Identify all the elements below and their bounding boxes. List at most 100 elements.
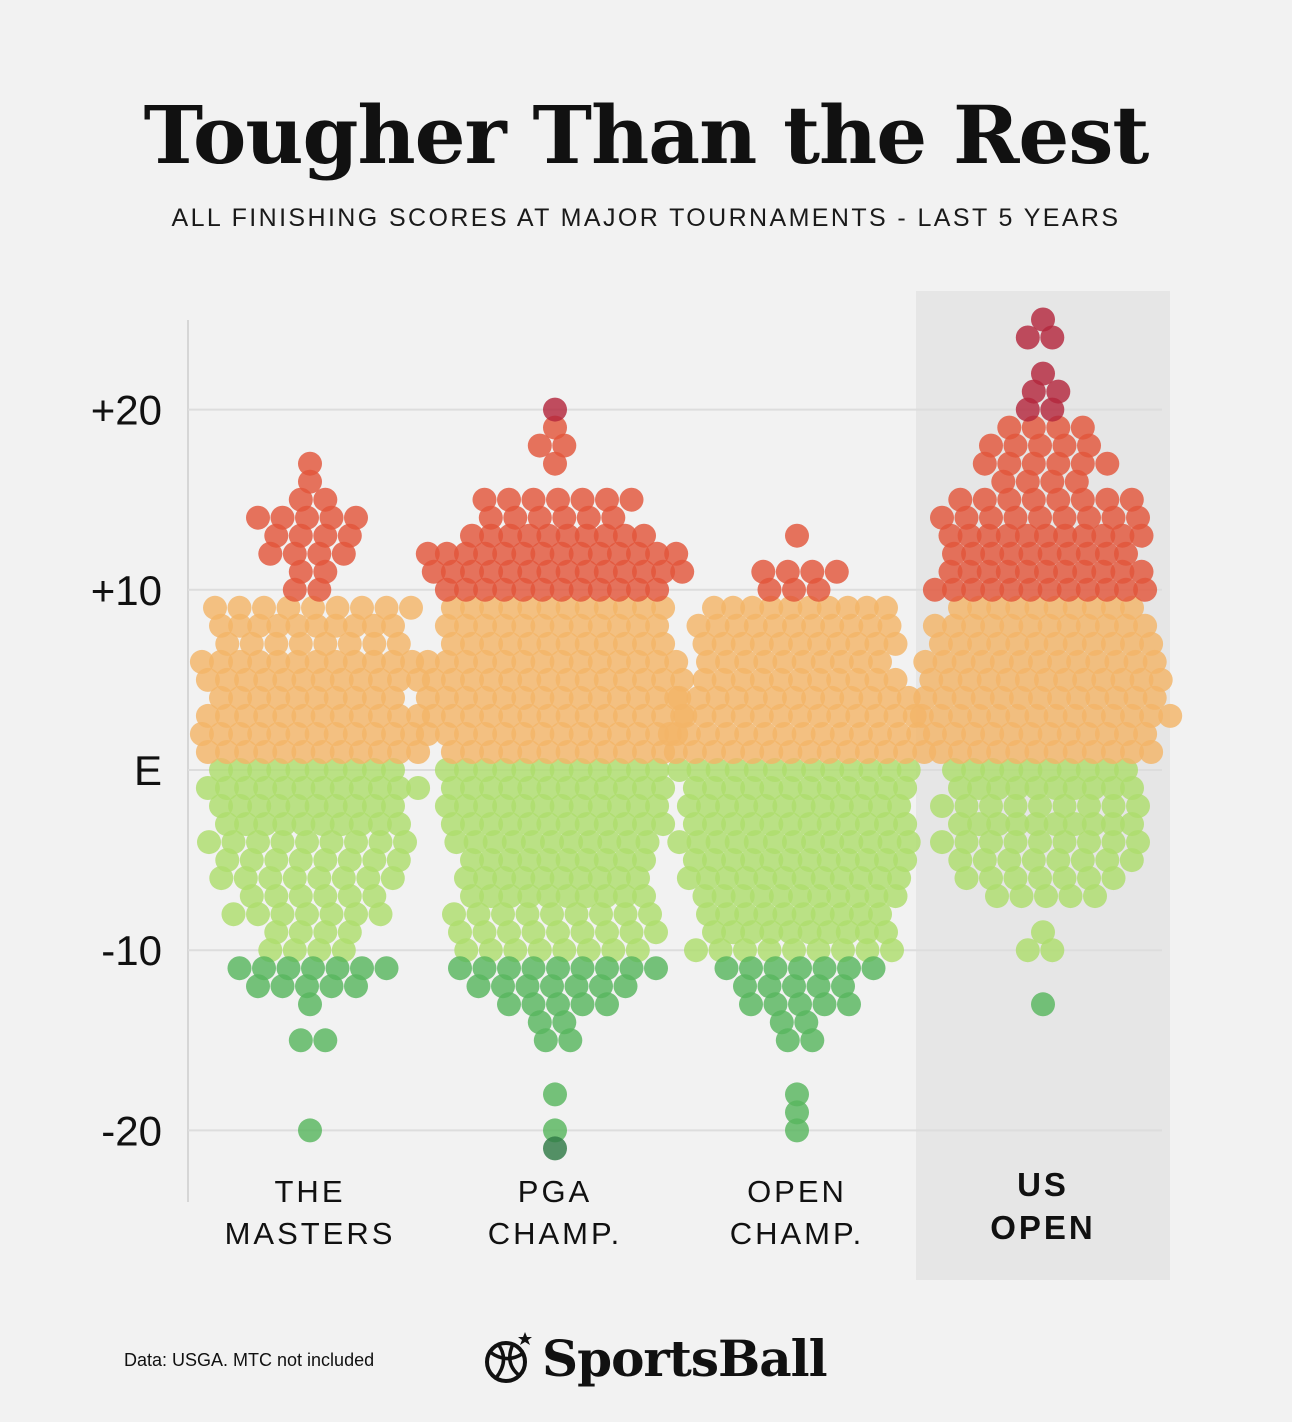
score-dot [521,992,546,1017]
score-dot [247,794,272,818]
score-dot [552,505,577,530]
score-dot [705,830,730,855]
score-dot [381,722,405,746]
score-dot [587,794,612,818]
score-dot [1062,776,1087,800]
score-dot [1028,505,1052,530]
score-dot [568,722,593,746]
score-dot [1037,541,1062,566]
score-dot [930,830,954,855]
score-dot [730,667,755,692]
score-dot [558,1028,583,1053]
score-dot [829,722,854,746]
score-dot [864,667,889,692]
score-dot [928,631,953,656]
score-dot [922,722,947,746]
score-dot [587,541,612,566]
score-dot [826,667,851,692]
score-dot [239,631,264,656]
score-dot [788,631,812,656]
score-dot [270,830,295,855]
score-dot [415,722,440,746]
score-dot [266,613,291,638]
score-dot [1075,577,1100,602]
score-dot [215,631,240,656]
score-dot [576,505,601,530]
score-dot [800,559,825,584]
score-dot [696,794,720,818]
score-dot [285,649,310,674]
score-dot [323,722,348,746]
y-tick-label: -10 [101,927,162,974]
score-dot [472,487,497,512]
score-dot [785,523,809,548]
score-dot [559,830,584,855]
score-dot [498,884,523,909]
score-dot [801,830,826,855]
score-dot [957,523,982,548]
data-source-note: Data: USGA. MTC not included [124,1350,375,1370]
score-dot [806,577,831,602]
score-dot [288,523,313,548]
score-dot [942,722,966,746]
score-dot [635,830,660,855]
score-dot [337,523,362,548]
score-dot [1101,866,1126,891]
score-dot [1058,884,1083,909]
score-dot [972,451,997,476]
score-dot [829,866,854,891]
score-dot [788,992,812,1017]
score-dot [549,541,574,566]
score-dot [295,505,319,530]
score-dot [348,812,373,837]
score-dot [1005,776,1030,800]
score-dot [479,631,504,656]
score-dot [1085,649,1110,674]
score-dot [362,884,387,909]
score-dot [976,559,1001,584]
score-dot [909,703,934,728]
score-dot [552,938,577,963]
score-dot [282,541,307,566]
score-dot [568,794,593,818]
score-dot [511,722,536,746]
score-dot [209,649,233,674]
score-dot [1075,722,1100,746]
score-dot [868,794,892,818]
score-dot [938,523,963,548]
score-dot [1110,559,1135,584]
series-group [415,397,695,1161]
score-dot [368,902,393,927]
brand-logo[interactable]: SportsBall [480,1326,828,1390]
score-dot [264,523,289,548]
score-dot [517,812,542,837]
score-dot [1021,379,1046,404]
score-dot [858,758,883,782]
series-group [189,451,431,1143]
score-dot [854,812,879,837]
score-dot [775,1028,800,1053]
score-dot [1034,884,1058,909]
score-dot [772,722,797,746]
score-dot [285,613,310,638]
score-dot [676,722,701,746]
score-dot [344,974,368,999]
score-dot [473,794,498,818]
score-dot [1101,505,1126,530]
score-dot [812,992,837,1017]
score-dot [772,866,797,891]
score-dot [986,631,1011,656]
basketball-icon [485,1332,532,1383]
score-dot [1046,451,1071,476]
score-dot [667,830,692,855]
score-dot [1072,559,1097,584]
score-dot [612,812,637,837]
score-dot [1123,649,1148,674]
score-dot [806,974,831,999]
score-dot [967,703,992,728]
score-dot [448,920,472,945]
score-dot [497,920,521,945]
score-dot [197,830,221,855]
score-dot [1129,559,1154,584]
score-dot [319,974,344,999]
